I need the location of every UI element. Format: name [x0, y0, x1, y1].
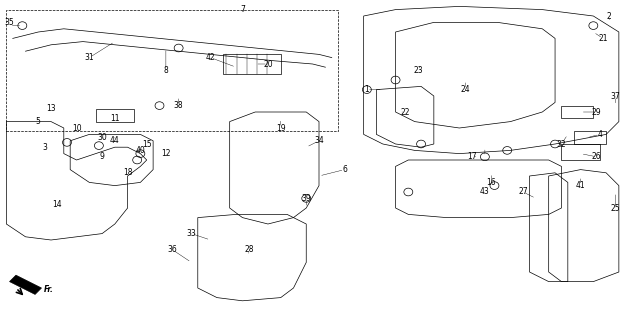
Text: 34: 34 [314, 136, 324, 145]
Text: 17: 17 [467, 152, 477, 161]
Text: 4: 4 [597, 130, 602, 139]
Text: 5: 5 [36, 117, 41, 126]
Text: 6: 6 [342, 165, 347, 174]
Text: 23: 23 [413, 66, 423, 75]
Text: 7: 7 [240, 5, 245, 14]
Text: 36: 36 [167, 245, 177, 254]
Text: 21: 21 [598, 34, 607, 43]
Text: 16: 16 [486, 178, 496, 187]
Text: 33: 33 [186, 229, 197, 238]
Text: Fr.: Fr. [43, 285, 53, 294]
Text: 22: 22 [401, 108, 410, 116]
Text: 39: 39 [301, 194, 311, 203]
Text: 8: 8 [163, 66, 168, 75]
Text: 25: 25 [611, 204, 621, 212]
Text: 14: 14 [52, 200, 63, 209]
Text: 37: 37 [611, 92, 621, 100]
Text: 18: 18 [123, 168, 132, 177]
Polygon shape [10, 275, 41, 294]
Text: 1: 1 [364, 85, 369, 94]
Text: 24: 24 [461, 85, 471, 94]
Text: 43: 43 [480, 188, 490, 196]
Text: 3: 3 [42, 143, 47, 152]
Text: 31: 31 [84, 53, 94, 62]
Text: 44: 44 [110, 136, 120, 145]
Text: 40: 40 [135, 146, 145, 155]
Text: 38: 38 [174, 101, 184, 110]
Text: 10: 10 [71, 124, 82, 132]
Text: 11: 11 [110, 114, 119, 123]
Text: 13: 13 [46, 104, 56, 113]
Text: 30: 30 [97, 133, 107, 142]
Text: 2: 2 [607, 12, 612, 20]
Text: 19: 19 [276, 124, 286, 132]
Text: 29: 29 [591, 108, 602, 116]
Text: 26: 26 [591, 152, 602, 161]
Text: 12: 12 [161, 149, 170, 158]
Text: 28: 28 [244, 245, 253, 254]
Text: 42: 42 [205, 53, 216, 62]
Text: 32: 32 [556, 140, 567, 148]
Text: 15: 15 [142, 140, 152, 148]
Text: 9: 9 [100, 152, 105, 161]
Text: 27: 27 [518, 188, 528, 196]
Text: 35: 35 [4, 18, 15, 27]
Text: 41: 41 [575, 181, 586, 190]
Text: 20: 20 [263, 60, 273, 68]
